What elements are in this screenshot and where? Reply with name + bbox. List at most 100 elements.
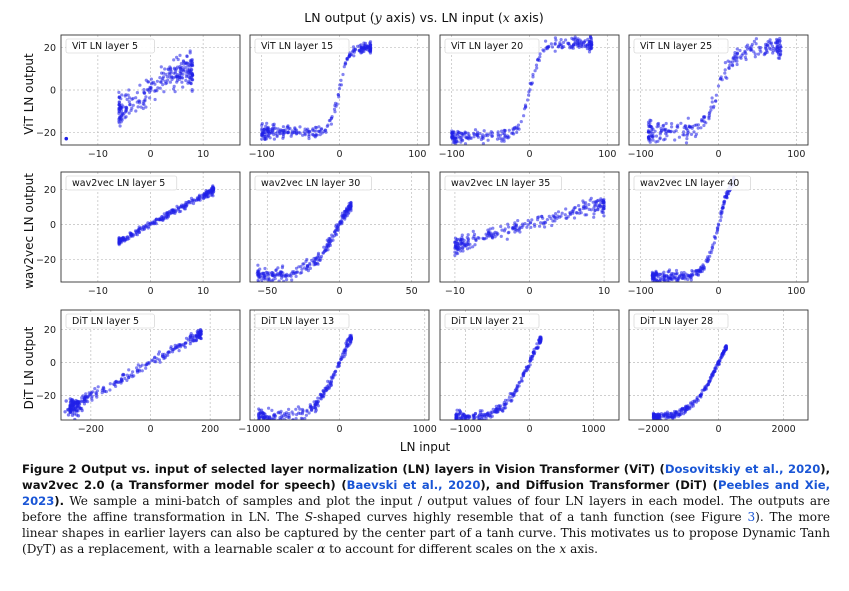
data-point [725,76,729,80]
data-point [571,43,576,48]
data-point [459,131,464,135]
figure-3-link[interactable]: 3 [747,510,756,524]
panel-title: DiT LN layer 5 [72,316,139,327]
x-tick-label: 0 [715,286,721,297]
data-point [527,93,531,97]
data-point [272,124,276,128]
data-point [778,43,782,48]
scatter-series [651,344,728,420]
data-point [719,356,723,360]
data-point [71,399,75,403]
data-point [530,218,534,222]
data-point [345,214,349,218]
panel-title-box [254,313,350,329]
panel-frame [60,171,241,283]
data-point [144,78,148,82]
data-point [598,204,603,208]
data-point [310,408,314,412]
data-point [472,232,477,236]
data-point [723,68,727,72]
caption-body-3: ). The more linear shapes in earlier lay… [22,510,831,556]
data-point [735,47,739,51]
data-point [574,211,579,215]
data-point [272,137,276,141]
citation-baevski[interactable]: Baevski et al., 2020 [346,478,481,492]
data-point [279,417,283,420]
data-point [572,216,577,220]
data-point [488,414,492,418]
x-tick-label: 0 [147,424,153,435]
data-point [174,75,178,79]
data-point [529,355,533,359]
scatter-series [454,335,543,420]
data-point [463,132,467,136]
data-point [504,402,508,406]
data-point [136,105,140,109]
data-point [87,393,91,397]
panel-title-box [65,175,178,191]
data-point [175,55,179,60]
data-point [522,114,526,118]
data-point [341,72,345,77]
data-point [507,395,511,399]
data-point [660,275,664,279]
data-point [593,208,597,212]
data-point [339,78,343,82]
data-point [187,200,191,204]
data-point [655,272,659,276]
data-point [117,117,121,121]
data-point [121,105,125,109]
panel-title: ViT LN layer 20 [451,41,523,52]
data-point [545,45,549,49]
data-point [468,246,472,250]
panel-title-box [254,175,372,191]
data-point [279,422,282,425]
data-point [308,266,312,270]
data-point [520,376,524,380]
data-point [93,387,97,391]
data-point [123,376,127,380]
panel-title: ViT LN layer 25 [640,41,712,52]
citation-peebles[interactable]: Peebles and Xie, 2023 [22,478,830,508]
data-point [501,409,505,413]
caption-bold-4: ). [54,494,64,508]
data-point [343,348,347,352]
data-point [272,133,276,137]
data-point [494,404,498,408]
x-tick-label: −100 [249,149,275,160]
data-point [313,259,317,263]
data-point [481,142,485,145]
data-point [651,274,655,278]
data-point [208,189,212,193]
data-point [649,125,653,129]
data-point [157,218,161,222]
data-point [504,406,508,410]
data-point [282,279,286,282]
caption-body-5: axis. [566,542,599,556]
data-point [659,129,664,133]
data-point [322,245,326,249]
data-point [651,277,655,281]
data-point [762,53,766,57]
citation-dosovitskiy[interactable]: Dosovitskiy et al., 2020 [664,462,821,476]
data-point [356,44,360,49]
x-tick-label: 2000 [771,424,795,435]
data-point [130,106,134,110]
data-point [290,278,294,282]
data-point [127,111,131,115]
data-point [83,397,87,401]
data-point [651,127,655,131]
scatter-series [260,40,373,141]
data-point [273,422,276,425]
data-point [285,272,289,276]
data-point [775,37,779,42]
data-point [260,122,264,126]
data-point [137,101,142,105]
data-point [289,421,292,424]
data-point [164,72,168,76]
data-point [528,88,532,92]
data-point [499,234,503,238]
data-point [583,206,587,210]
data-point [662,127,666,131]
panel-11: −1000 0 1000 DiT LN layer 21 [439,309,620,435]
